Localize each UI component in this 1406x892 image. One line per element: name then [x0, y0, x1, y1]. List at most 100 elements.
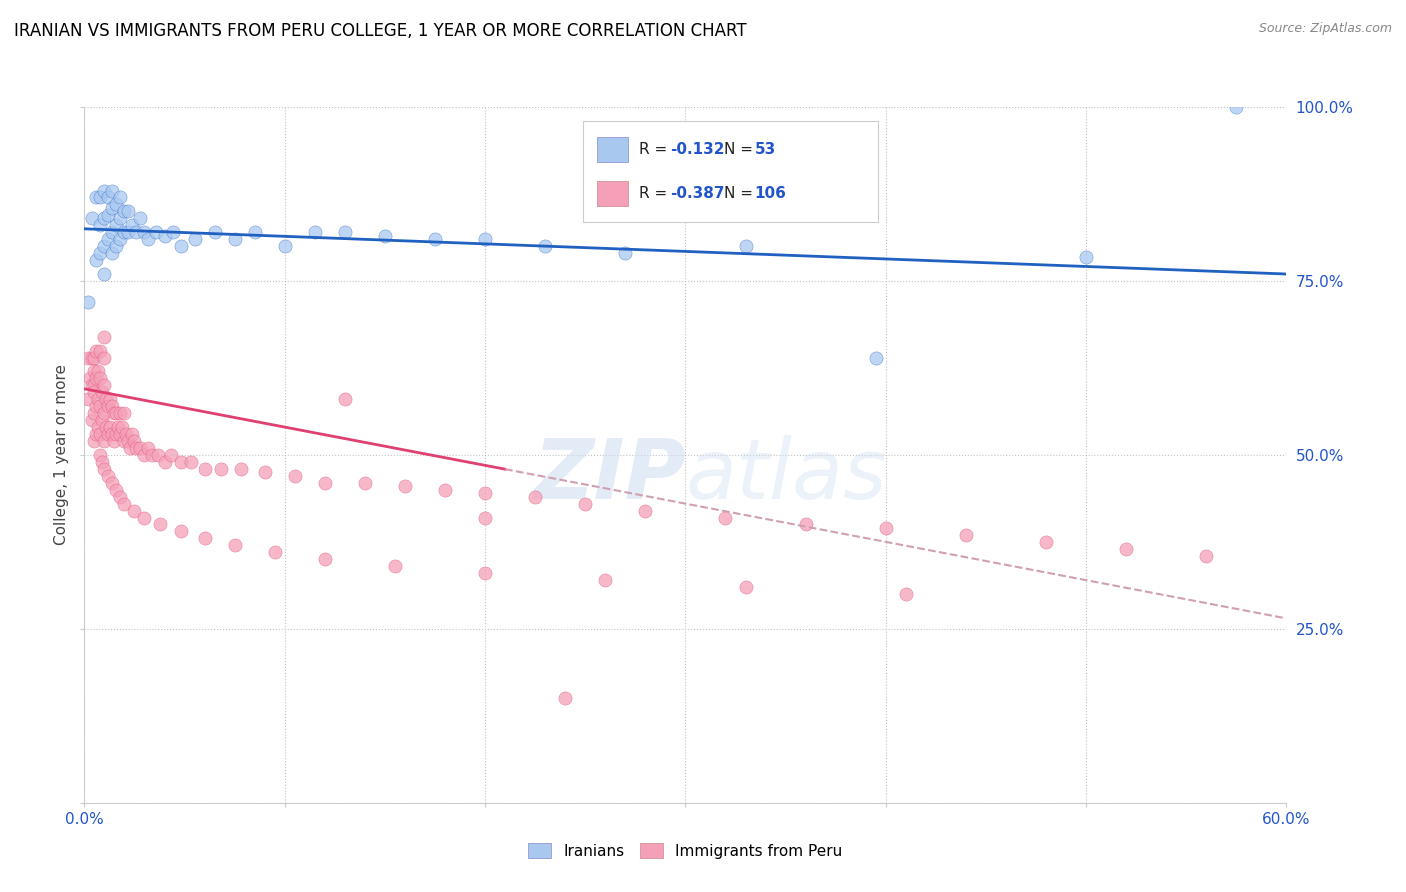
Point: [93, 378, 115, 392]
Point: [314, 552, 336, 566]
Point: [103, 406, 125, 420]
Point: [82, 211, 104, 226]
Text: -0.387: -0.387: [671, 186, 725, 201]
Point: [180, 455, 202, 469]
Point: [111, 420, 134, 434]
Point: [374, 228, 396, 243]
Point: [83, 378, 105, 392]
Point: [91, 413, 114, 427]
Point: [91, 385, 114, 400]
Point: [93, 184, 115, 198]
Point: [121, 219, 143, 233]
Point: [129, 441, 152, 455]
Point: [149, 517, 172, 532]
Point: [86, 190, 108, 204]
Point: [125, 225, 148, 239]
Point: [263, 545, 285, 559]
Point: [110, 211, 132, 226]
Point: [101, 225, 124, 239]
Point: [253, 466, 276, 480]
Point: [595, 573, 617, 587]
Point: [224, 538, 246, 552]
Point: [89, 190, 111, 204]
Point: [105, 219, 128, 233]
Text: 53: 53: [755, 142, 776, 157]
Point: [93, 211, 115, 226]
Text: R =: R =: [640, 142, 672, 157]
Point: [110, 406, 132, 420]
Point: [77, 351, 100, 365]
Text: N =: N =: [724, 186, 758, 201]
Point: [434, 483, 457, 497]
Point: [93, 267, 115, 281]
Point: [614, 246, 637, 260]
Point: [734, 239, 756, 253]
Text: Source: ZipAtlas.com: Source: ZipAtlas.com: [1258, 22, 1392, 36]
Point: [89, 371, 111, 385]
Point: [97, 399, 120, 413]
Point: [86, 253, 108, 268]
Point: [125, 441, 148, 455]
Point: [86, 371, 108, 385]
Point: [114, 434, 135, 448]
Point: [574, 497, 596, 511]
Point: [89, 246, 111, 260]
Point: [534, 239, 557, 253]
Point: [89, 399, 111, 413]
Point: [101, 184, 124, 198]
Point: [96, 392, 118, 407]
Point: [101, 246, 124, 260]
Point: [124, 503, 146, 517]
Point: [110, 232, 132, 246]
Point: [100, 392, 122, 407]
Point: [162, 225, 184, 239]
Point: [79, 371, 101, 385]
Point: [138, 441, 160, 455]
Point: [77, 294, 100, 309]
Point: [110, 490, 132, 504]
Point: [83, 385, 105, 400]
Point: [110, 427, 132, 442]
Point: [83, 364, 105, 378]
Point: [114, 406, 135, 420]
Point: [117, 225, 139, 239]
Point: [474, 510, 496, 524]
Point: [894, 587, 917, 601]
Point: [105, 483, 128, 497]
Point: [114, 225, 135, 239]
Point: [77, 392, 100, 407]
Point: [83, 406, 105, 420]
Point: [110, 190, 132, 204]
Point: [82, 413, 104, 427]
Point: [100, 420, 122, 434]
Point: [134, 510, 156, 524]
Point: [93, 434, 115, 448]
Point: [86, 399, 108, 413]
Point: [634, 503, 657, 517]
Point: [97, 232, 120, 246]
Point: [1115, 541, 1137, 556]
Point: [96, 420, 118, 434]
Point: [229, 462, 252, 476]
Point: [955, 528, 977, 542]
Point: [194, 462, 217, 476]
Point: [148, 448, 170, 462]
Point: [97, 468, 120, 483]
Point: [129, 211, 152, 226]
Point: [86, 427, 108, 442]
Point: [354, 475, 377, 490]
Point: [423, 232, 446, 246]
Point: [97, 208, 120, 222]
Legend: Iranians, Immigrants from Peru: Iranians, Immigrants from Peru: [523, 837, 848, 864]
Point: [1195, 549, 1218, 563]
Point: [117, 204, 139, 219]
Point: [153, 455, 176, 469]
Point: [333, 225, 356, 239]
Point: [524, 490, 547, 504]
Point: [89, 343, 111, 358]
Point: [93, 239, 115, 253]
Point: [734, 580, 756, 594]
Point: [169, 524, 191, 539]
Point: [134, 225, 156, 239]
Point: [1225, 100, 1247, 114]
